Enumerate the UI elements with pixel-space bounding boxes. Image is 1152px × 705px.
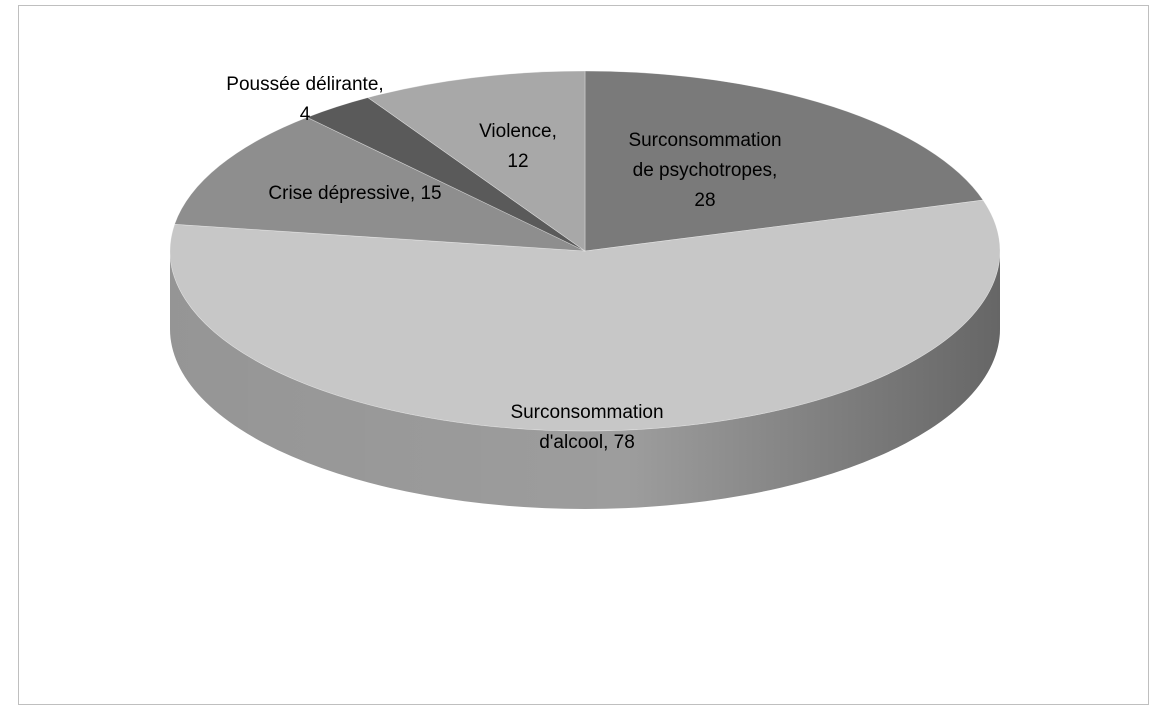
pie-chart: Surconsommation de psychotropes, 28 Surcons… xyxy=(169,70,1001,509)
pie-slice-surconsommation-de-psychotropes xyxy=(584,70,984,252)
pie-side-shade xyxy=(170,251,1000,509)
data-label-violence: Violence, 12 xyxy=(479,121,557,172)
pie-slice-crise-depressive xyxy=(174,116,586,252)
pie-slice-violence xyxy=(367,70,586,252)
pie-slice-surconsommation-d-alcool xyxy=(169,199,1001,432)
chart-area: Surconsommation de psychotropes, 28 Surcons… xyxy=(18,5,1149,705)
data-label-poussee-delirante: Poussée délirante, 4 xyxy=(226,74,383,125)
data-label-surconsommation-de-psychotropes: Surconsommation de psychotropes, 28 xyxy=(628,130,781,211)
data-label-crise-depressive: Crise dépressive, 15 xyxy=(268,183,441,204)
data-label-surconsommation-d-alcool: Surconsommation d'alcool, 78 xyxy=(510,402,663,453)
